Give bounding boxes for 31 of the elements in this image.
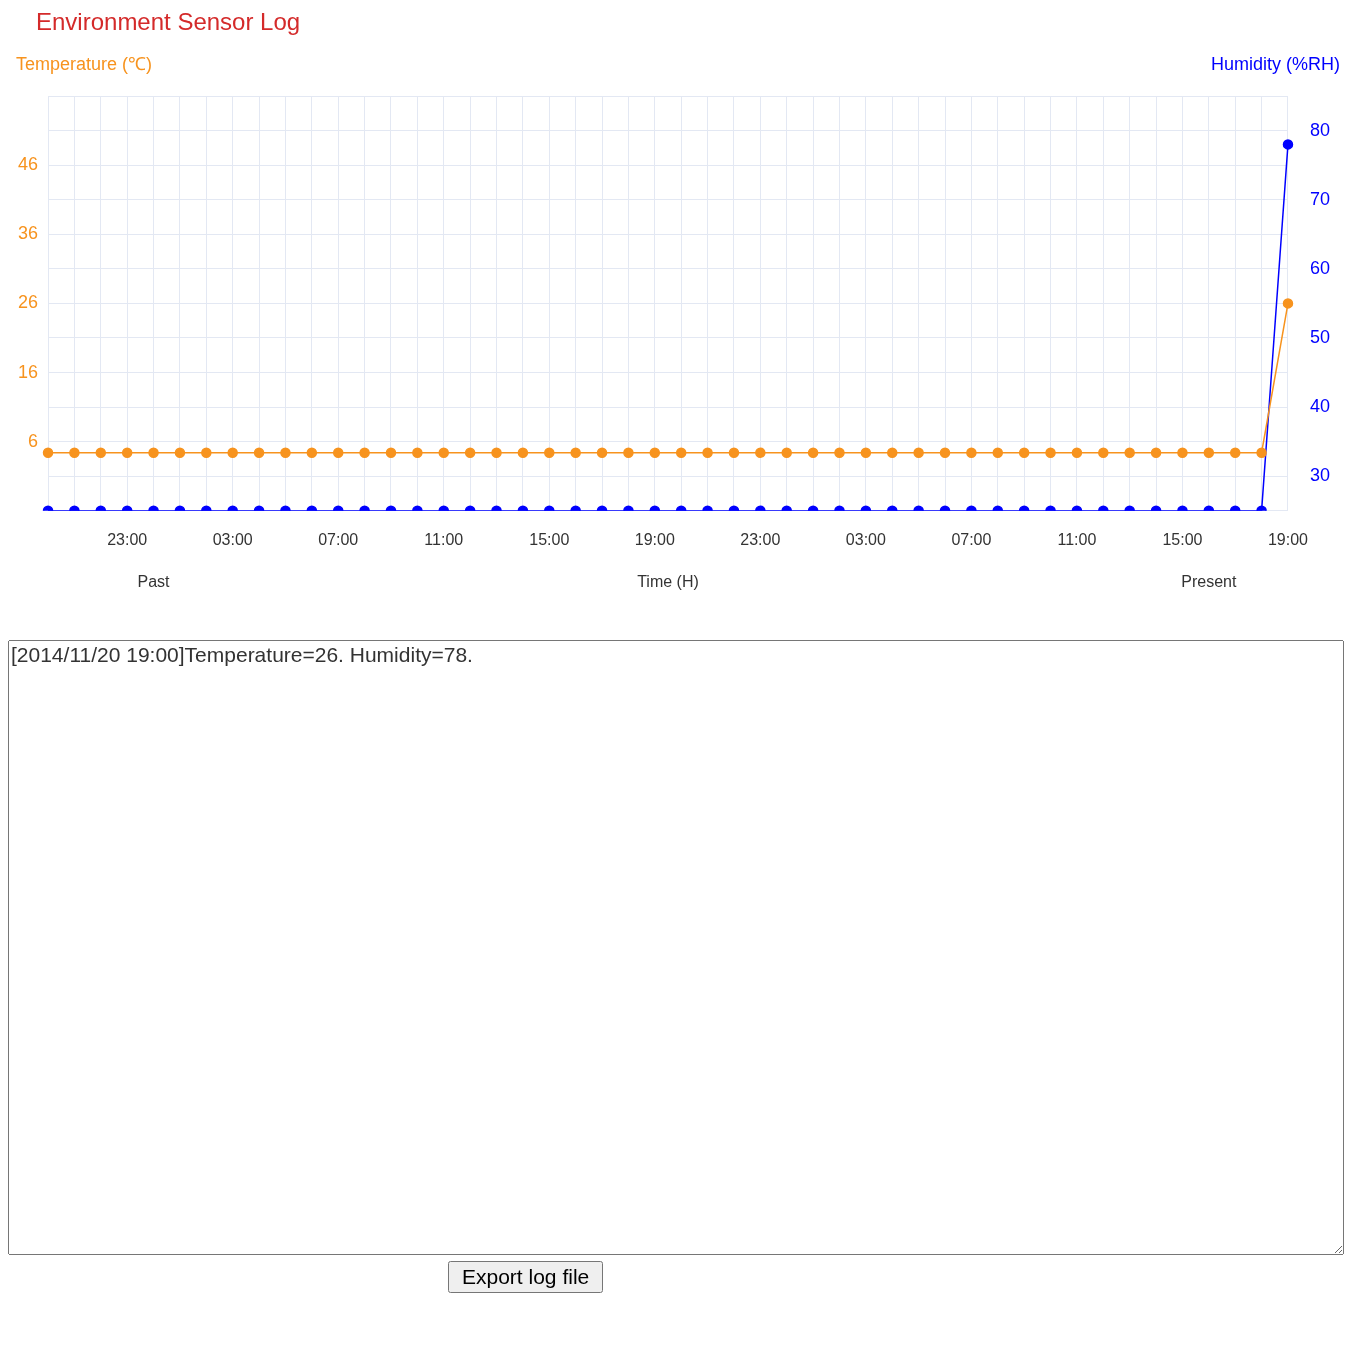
text: [2014/11/20 19:00]Temperature=26. Humidity=78. <box>8 640 1344 1255</box>
chart-title: Environment Sensor Log <box>36 8 302 37</box>
y-tick-label: 36 <box>17 223 39 244</box>
y2-tick-label: 80 <box>1309 119 1331 140</box>
y-tick-label: 6 <box>28 430 39 451</box>
y-tick-label: 46 <box>17 154 39 175</box>
x-tick-label: 23:00 <box>740 530 781 548</box>
y2-tick-label: 60 <box>1309 257 1331 278</box>
y-tick-label: 26 <box>17 292 39 313</box>
text: Past <box>137 572 171 590</box>
y-axis-title: Temperature (℃) <box>16 54 153 74</box>
x-tick-label: 07:00 <box>318 530 359 548</box>
y2-axis-title: Humidity (%RH) <box>1210 54 1340 74</box>
text: Export log file <box>448 1261 604 1293</box>
x-tick-label: 03:00 <box>845 530 886 548</box>
x-tick-label: 11:00 <box>424 530 464 548</box>
x-tick-label: 07:00 <box>951 530 992 548</box>
x-tick-label: 11:00 <box>1057 530 1097 548</box>
y2-tick-label: 30 <box>1309 465 1331 486</box>
text: Present <box>1181 572 1237 590</box>
x-tick-label: 19:00 <box>1267 530 1309 548</box>
y-tick-label: 16 <box>17 361 39 382</box>
x-tick-label: 23:00 <box>107 530 148 548</box>
x-tick-label: 03:00 <box>212 530 253 548</box>
y2-tick-label: 50 <box>1309 326 1331 347</box>
y2-tick-label: 40 <box>1309 396 1331 417</box>
x-tick-label: 15:00 <box>1162 530 1203 548</box>
x-axis-title: Time (H) <box>637 572 699 590</box>
x-tick-label: 19:00 <box>634 530 675 548</box>
x-tick-label: 15:00 <box>529 530 570 548</box>
y2-tick-label: 70 <box>1309 188 1331 209</box>
